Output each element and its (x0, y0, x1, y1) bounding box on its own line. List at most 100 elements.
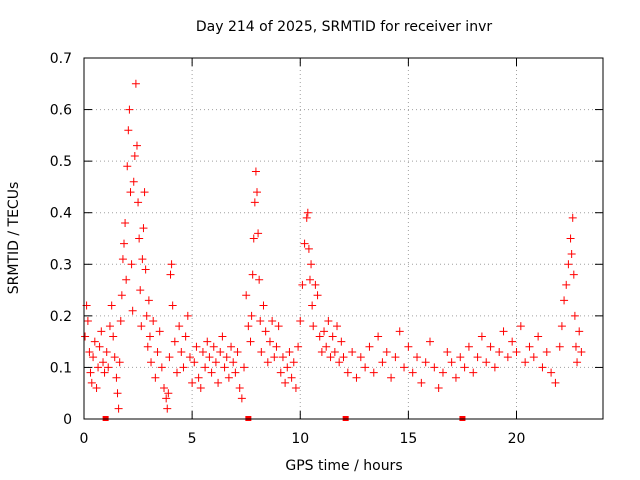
data-point (131, 79, 140, 88)
data-point (201, 363, 210, 372)
data-point (134, 198, 143, 207)
data-point (324, 317, 333, 326)
data-point (289, 358, 298, 367)
data-point (575, 327, 584, 336)
data-point (155, 327, 164, 336)
axes-layer: 0 0.1 0.2 0.3 0.4 0.5 0.6 0.7 0 5 10 15 20 (50, 51, 603, 447)
data-point (132, 141, 141, 150)
data-point (116, 317, 125, 326)
data-point (391, 353, 400, 362)
data-point (167, 260, 176, 269)
data-point (571, 342, 580, 351)
data-point (495, 347, 504, 356)
data-point (330, 347, 339, 356)
data-point (343, 368, 352, 377)
chart-title: Day 214 of 2025, SRMTID for receiver inv… (196, 19, 492, 35)
y-tick-label: 0.4 (50, 206, 72, 222)
data-point (259, 301, 268, 310)
data-point (311, 280, 320, 289)
data-point (521, 358, 530, 367)
data-point (168, 301, 177, 310)
data-point (109, 332, 118, 341)
data-point (443, 347, 452, 356)
data-point (190, 358, 199, 367)
data-point (113, 389, 122, 398)
data-point (417, 378, 426, 387)
data-point (216, 347, 225, 356)
data-point (490, 363, 499, 372)
data-point (570, 311, 579, 320)
data-point (374, 332, 383, 341)
data-point (555, 342, 564, 351)
data-point (160, 384, 169, 393)
y-tick-label: 0.5 (50, 154, 72, 170)
data-point (328, 332, 337, 341)
data-point (369, 368, 378, 377)
data-point (569, 270, 578, 279)
y-axis-label: SRMTID / TECUs (6, 182, 22, 295)
data-point (157, 363, 166, 372)
data-point (117, 291, 126, 300)
data-point (283, 363, 292, 372)
x-tick-label: 10 (291, 431, 309, 447)
data-point (339, 353, 348, 362)
data-point (87, 378, 96, 387)
data-point (177, 347, 186, 356)
data-point (140, 188, 149, 197)
data-point (145, 332, 154, 341)
data-point (163, 404, 172, 413)
data-point (240, 363, 249, 372)
data-point (166, 270, 175, 279)
data-point (81, 332, 90, 341)
data-point (516, 322, 525, 331)
data-point (233, 347, 242, 356)
data-point (315, 332, 324, 341)
data-point (104, 363, 113, 372)
data-point (237, 394, 246, 403)
data-point (547, 368, 556, 377)
data-point (86, 368, 95, 377)
data-point (426, 337, 434, 346)
data-point (335, 358, 344, 367)
data-point (247, 311, 256, 320)
data-point (307, 260, 316, 269)
x-tick-label: 15 (399, 431, 417, 447)
data-point (302, 213, 311, 222)
data-point (246, 337, 255, 346)
data-point (102, 347, 111, 356)
y-tick-label: 0.2 (50, 309, 72, 325)
data-point (138, 255, 147, 264)
data-point (430, 363, 439, 372)
data-point (499, 327, 508, 336)
data-point (165, 353, 174, 362)
data-point (438, 368, 447, 377)
x-tick-label: 0 (80, 431, 89, 447)
data-point (244, 322, 253, 331)
data-point (482, 358, 491, 367)
data-point (122, 275, 131, 284)
y-tick-label: 0.3 (50, 257, 72, 273)
data-point (577, 347, 586, 356)
data-point (567, 249, 576, 258)
data-point (192, 342, 201, 351)
data-point (469, 368, 478, 377)
data-point (400, 363, 409, 372)
data-point (124, 126, 133, 135)
y-tick-label: 0.1 (50, 360, 72, 376)
data-point (333, 322, 342, 331)
data-point (352, 373, 361, 382)
data-point (557, 322, 566, 331)
data-point (309, 322, 318, 331)
data-point (181, 332, 190, 341)
data-point (538, 363, 547, 372)
data-point (112, 373, 121, 382)
data-point (272, 342, 281, 351)
data-point (89, 353, 98, 362)
data-point (503, 353, 512, 362)
data-point (486, 342, 495, 351)
data-point (291, 384, 300, 393)
data-point (287, 373, 296, 382)
data-point (90, 337, 99, 346)
data-point (249, 234, 258, 243)
